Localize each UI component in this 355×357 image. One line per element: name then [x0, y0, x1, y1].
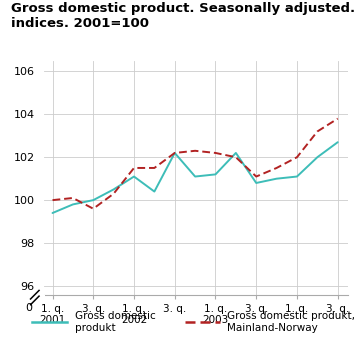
Text: Gross domestic product. Seasonally adjusted. Volume
indices. 2001=100: Gross domestic product. Seasonally adjus… [11, 2, 355, 30]
Text: Gross domestic
produkt: Gross domestic produkt [75, 311, 155, 333]
Text: Gross domestic produkt,
Mainland-Norway: Gross domestic produkt, Mainland-Norway [227, 311, 355, 333]
Text: 0: 0 [25, 303, 32, 313]
